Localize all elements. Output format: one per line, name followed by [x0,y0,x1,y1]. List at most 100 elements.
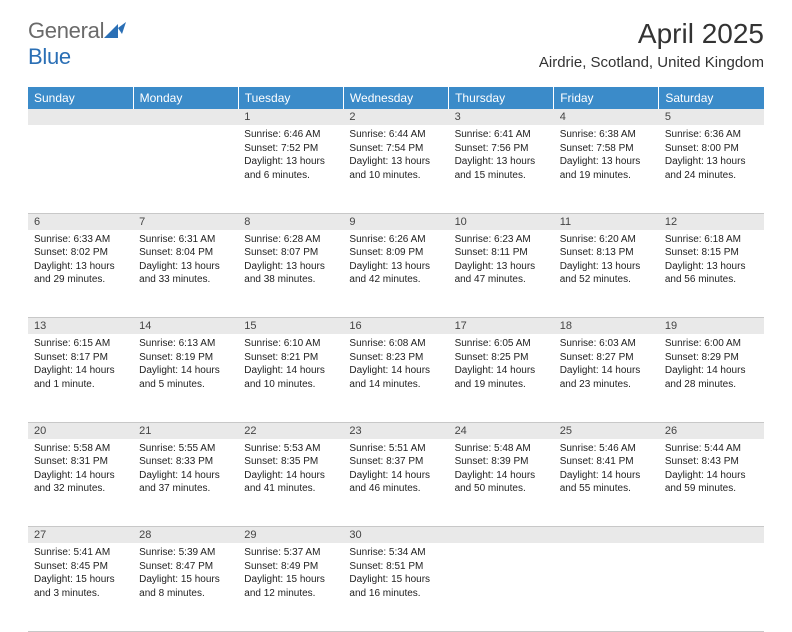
daylight-line: Daylight: 14 hours and 23 minutes. [560,364,653,391]
day-details: Sunrise: 6:23 AMSunset: 8:11 PMDaylight:… [449,230,554,291]
daylight-line: Daylight: 13 hours and 29 minutes. [34,260,127,287]
day-details: Sunrise: 6:36 AMSunset: 8:00 PMDaylight:… [659,125,764,186]
sunrise-line: Sunrise: 5:46 AM [560,442,653,456]
day-cell: Sunrise: 6:13 AMSunset: 8:19 PMDaylight:… [133,334,238,422]
day-cell: Sunrise: 5:37 AMSunset: 8:49 PMDaylight:… [238,543,343,631]
sunset-line: Sunset: 8:37 PM [349,455,442,469]
day-header: Saturday [659,87,764,109]
day-header: Thursday [449,87,554,109]
day-details: Sunrise: 5:41 AMSunset: 8:45 PMDaylight:… [28,543,133,604]
daylight-line: Daylight: 14 hours and 37 minutes. [139,469,232,496]
day-details: Sunrise: 6:05 AMSunset: 8:25 PMDaylight:… [449,334,554,395]
day-number-cell: 26 [659,422,764,439]
day-details: Sunrise: 6:18 AMSunset: 8:15 PMDaylight:… [659,230,764,291]
day-cell: Sunrise: 6:00 AMSunset: 8:29 PMDaylight:… [659,334,764,422]
sunset-line: Sunset: 8:35 PM [244,455,337,469]
day-number-cell: 14 [133,318,238,335]
day-cell: Sunrise: 6:31 AMSunset: 8:04 PMDaylight:… [133,230,238,318]
daynum-row: 12345 [28,109,764,125]
sunrise-line: Sunrise: 6:33 AM [34,233,127,247]
day-number-cell: 24 [449,422,554,439]
day-cell [133,125,238,213]
day-number-cell: 5 [659,109,764,125]
daylight-line: Daylight: 13 hours and 19 minutes. [560,155,653,182]
day-cell [449,543,554,631]
daylight-line: Daylight: 14 hours and 46 minutes. [349,469,442,496]
sunrise-line: Sunrise: 6:26 AM [349,233,442,247]
daylight-line: Daylight: 13 hours and 15 minutes. [455,155,548,182]
daylight-line: Daylight: 13 hours and 47 minutes. [455,260,548,287]
daynum-row: 13141516171819 [28,318,764,335]
day-cell [659,543,764,631]
day-number-cell [554,527,659,544]
sunset-line: Sunset: 8:04 PM [139,246,232,260]
sunrise-line: Sunrise: 5:58 AM [34,442,127,456]
day-cell: Sunrise: 5:46 AMSunset: 8:41 PMDaylight:… [554,439,659,527]
day-cell: Sunrise: 6:10 AMSunset: 8:21 PMDaylight:… [238,334,343,422]
day-details: Sunrise: 5:53 AMSunset: 8:35 PMDaylight:… [238,439,343,500]
day-cell: Sunrise: 6:28 AMSunset: 8:07 PMDaylight:… [238,230,343,318]
sunset-line: Sunset: 8:11 PM [455,246,548,260]
day-cell [28,125,133,213]
day-cell: Sunrise: 5:48 AMSunset: 8:39 PMDaylight:… [449,439,554,527]
day-details: Sunrise: 6:31 AMSunset: 8:04 PMDaylight:… [133,230,238,291]
day-cell: Sunrise: 5:58 AMSunset: 8:31 PMDaylight:… [28,439,133,527]
day-cell: Sunrise: 5:51 AMSunset: 8:37 PMDaylight:… [343,439,448,527]
logo: General Blue [28,18,128,70]
day-cell: Sunrise: 6:03 AMSunset: 8:27 PMDaylight:… [554,334,659,422]
day-number-cell: 27 [28,527,133,544]
day-number-cell: 30 [343,527,448,544]
calendar-head: SundayMondayTuesdayWednesdayThursdayFrid… [28,87,764,109]
day-cell: Sunrise: 5:39 AMSunset: 8:47 PMDaylight:… [133,543,238,631]
sunset-line: Sunset: 8:19 PM [139,351,232,365]
sunset-line: Sunset: 8:07 PM [244,246,337,260]
day-number-cell: 17 [449,318,554,335]
sunset-line: Sunset: 8:23 PM [349,351,442,365]
day-number-cell: 21 [133,422,238,439]
week-row: Sunrise: 6:33 AMSunset: 8:02 PMDaylight:… [28,230,764,318]
daylight-line: Daylight: 14 hours and 50 minutes. [455,469,548,496]
sunrise-line: Sunrise: 5:53 AM [244,442,337,456]
day-cell: Sunrise: 5:53 AMSunset: 8:35 PMDaylight:… [238,439,343,527]
sunset-line: Sunset: 7:52 PM [244,142,337,156]
sunset-line: Sunset: 8:02 PM [34,246,127,260]
day-cell: Sunrise: 6:18 AMSunset: 8:15 PMDaylight:… [659,230,764,318]
day-details: Sunrise: 6:28 AMSunset: 8:07 PMDaylight:… [238,230,343,291]
location-subtitle: Airdrie, Scotland, United Kingdom [539,54,764,71]
sunrise-line: Sunrise: 5:34 AM [349,546,442,560]
sunset-line: Sunset: 8:15 PM [665,246,758,260]
sunset-line: Sunset: 8:27 PM [560,351,653,365]
day-number-cell [449,527,554,544]
sunset-line: Sunset: 8:21 PM [244,351,337,365]
week-row: Sunrise: 6:15 AMSunset: 8:17 PMDaylight:… [28,334,764,422]
day-cell: Sunrise: 6:05 AMSunset: 8:25 PMDaylight:… [449,334,554,422]
page-title: April 2025 [539,18,764,50]
day-number-cell: 7 [133,213,238,230]
sunrise-line: Sunrise: 6:31 AM [139,233,232,247]
daylight-line: Daylight: 14 hours and 1 minute. [34,364,127,391]
day-cell: Sunrise: 6:36 AMSunset: 8:00 PMDaylight:… [659,125,764,213]
sunrise-line: Sunrise: 6:20 AM [560,233,653,247]
day-number-cell: 11 [554,213,659,230]
day-number-cell: 22 [238,422,343,439]
day-details: Sunrise: 5:55 AMSunset: 8:33 PMDaylight:… [133,439,238,500]
day-cell: Sunrise: 6:26 AMSunset: 8:09 PMDaylight:… [343,230,448,318]
daylight-line: Daylight: 15 hours and 3 minutes. [34,573,127,600]
sunset-line: Sunset: 8:09 PM [349,246,442,260]
day-details: Sunrise: 5:46 AMSunset: 8:41 PMDaylight:… [554,439,659,500]
day-cell: Sunrise: 6:23 AMSunset: 8:11 PMDaylight:… [449,230,554,318]
day-details: Sunrise: 6:41 AMSunset: 7:56 PMDaylight:… [449,125,554,186]
sunset-line: Sunset: 8:13 PM [560,246,653,260]
daylight-line: Daylight: 14 hours and 10 minutes. [244,364,337,391]
day-number-cell: 20 [28,422,133,439]
day-number-cell: 3 [449,109,554,125]
daylight-line: Daylight: 14 hours and 28 minutes. [665,364,758,391]
sunrise-line: Sunrise: 6:18 AM [665,233,758,247]
week-row: Sunrise: 5:41 AMSunset: 8:45 PMDaylight:… [28,543,764,631]
sunset-line: Sunset: 8:33 PM [139,455,232,469]
day-cell: Sunrise: 6:20 AMSunset: 8:13 PMDaylight:… [554,230,659,318]
daynum-row: 6789101112 [28,213,764,230]
day-number-cell: 4 [554,109,659,125]
daylight-line: Daylight: 14 hours and 19 minutes. [455,364,548,391]
daylight-line: Daylight: 13 hours and 52 minutes. [560,260,653,287]
